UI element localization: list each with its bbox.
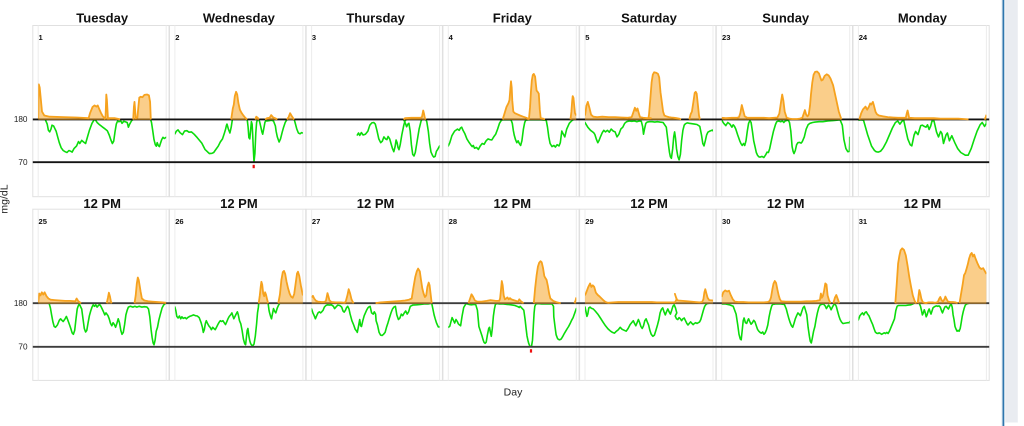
svg-text:Thursday: Thursday xyxy=(346,11,405,26)
svg-text:12 PM: 12 PM xyxy=(904,196,942,211)
svg-text:27: 27 xyxy=(312,217,320,226)
svg-text:26: 26 xyxy=(175,217,183,226)
svg-text:25: 25 xyxy=(39,217,48,226)
svg-text:180: 180 xyxy=(14,299,28,308)
svg-text:12 PM: 12 PM xyxy=(767,196,805,211)
svg-text:30: 30 xyxy=(722,217,730,226)
svg-text:12 PM: 12 PM xyxy=(83,196,121,211)
svg-text:31: 31 xyxy=(859,217,868,226)
svg-text:23: 23 xyxy=(722,33,730,42)
svg-text:Sunday: Sunday xyxy=(762,11,810,26)
svg-text:70: 70 xyxy=(18,158,28,167)
svg-text:Wednesday: Wednesday xyxy=(203,11,276,26)
svg-text:70: 70 xyxy=(18,343,28,352)
svg-text:12 PM: 12 PM xyxy=(630,196,668,211)
svg-text:Day: Day xyxy=(504,387,523,399)
svg-text:Friday: Friday xyxy=(493,11,533,26)
svg-text:12 PM: 12 PM xyxy=(220,196,258,211)
svg-text:1: 1 xyxy=(39,33,44,42)
svg-text:2: 2 xyxy=(175,33,179,42)
svg-text:4: 4 xyxy=(449,33,454,42)
svg-text:Saturday: Saturday xyxy=(621,11,677,26)
svg-text:29: 29 xyxy=(585,217,593,226)
svg-text:Monday: Monday xyxy=(898,11,948,26)
svg-text:24: 24 xyxy=(859,33,868,42)
svg-text:mg/dL: mg/dL xyxy=(0,184,11,213)
svg-text:12 PM: 12 PM xyxy=(357,196,395,211)
svg-text:3: 3 xyxy=(312,33,316,42)
svg-text:28: 28 xyxy=(449,217,457,226)
svg-text:12 PM: 12 PM xyxy=(494,196,532,211)
svg-text:Tuesday: Tuesday xyxy=(76,11,129,26)
svg-text:5: 5 xyxy=(585,33,590,42)
svg-text:180: 180 xyxy=(14,115,28,124)
